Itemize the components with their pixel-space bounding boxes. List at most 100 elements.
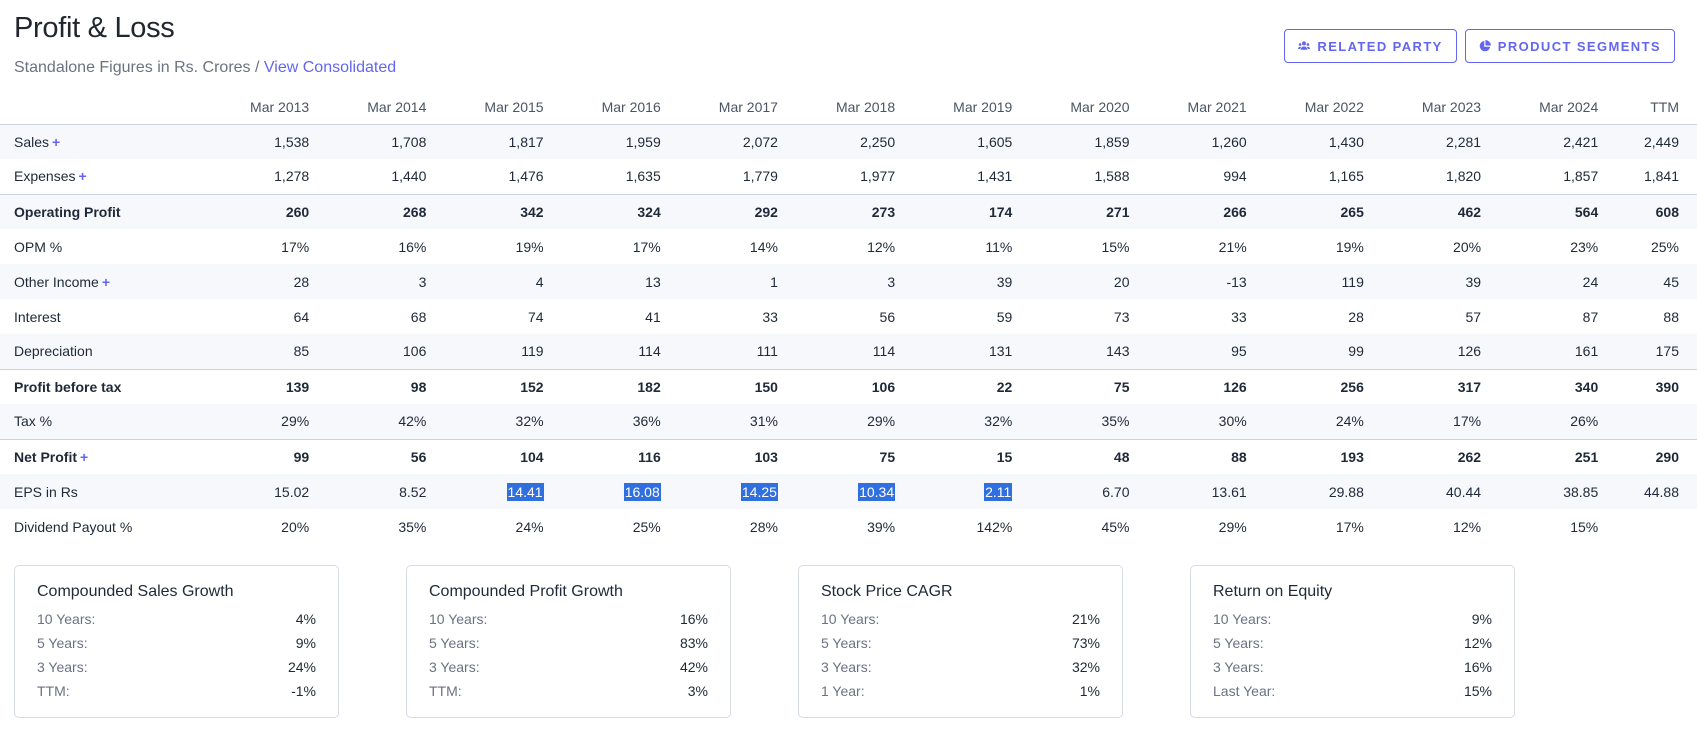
column-header: Mar 2019 [913,90,1031,125]
cell-value: 29% [281,413,310,430]
card-row: 10 Years: 16% [429,607,708,631]
table-cell: 30% [1147,404,1265,439]
table-cell: 25% [562,509,679,544]
cell-value: 59 [996,308,1013,325]
table-cell: 45% [1030,509,1147,544]
table-cell: 23% [1499,229,1616,264]
table-cell: 13 [561,264,679,299]
cell-value: 1 [770,273,778,290]
table-cell: 8.52 [327,474,445,509]
cell-value: 1,430 [1328,133,1364,150]
cell-value: 45 [1663,273,1679,290]
table-cell: 126 [1147,368,1265,404]
table-cell: 99 [1264,334,1382,369]
related-party-button[interactable]: RELATED PARTY [1284,29,1457,63]
cell-value: 1,476 [508,168,544,185]
cell-value: 10.34 [858,482,896,501]
table-cell: 462 [1381,193,1500,229]
table-cell: 32% [913,404,1031,439]
table-cell: 262 [1381,438,1500,474]
table-cell: 106 [327,334,445,369]
table-cell: 17% [1265,509,1382,544]
table-cell: 182 [561,368,679,404]
row-label[interactable]: Sales + [0,124,210,159]
product-segments-button[interactable]: PRODUCT SEGMENTS [1464,29,1675,63]
cell-value: 88 [1231,448,1247,465]
table-cell: 268 [327,193,445,229]
table-cell: 14.25 [678,474,796,509]
profit-loss-table: Mar 2013 Mar 2014 Mar 2015 Mar 2016 Mar 2017… [0,90,1697,544]
cell-value: 104 [520,448,544,465]
row-label: Dividend Payout % [0,509,210,544]
expand-plus-icon[interactable]: + [78,168,87,185]
cell-value: 1,588 [1094,168,1130,185]
row-label: Tax % [0,404,210,439]
card-row-value: 21% [1071,611,1100,627]
table-cell: 59 [913,299,1030,334]
table-cell: 22 [913,368,1031,404]
table-cell: 116 [561,438,679,474]
cell-value: 14.41 [506,482,544,501]
cell-value: 1,605 [977,133,1013,150]
cell-value: 87 [1582,308,1599,325]
cell-value: 99 [293,448,310,465]
cell-value: 1,165 [1328,168,1364,185]
cell-value: 3 [418,273,427,290]
card-title: Return on Equity [1213,583,1333,600]
cell-value: 273 [871,203,896,220]
related-party-label: RELATED PARTY [1317,38,1443,54]
table-row: Expenses +1,278 1,440 1,476 1,635 1,779 1,977 1… [0,159,1697,194]
row-label[interactable]: Net Profit + [0,438,210,474]
expand-plus-icon[interactable]: + [52,133,61,150]
cell-value: 390 [1655,378,1679,395]
cell-value: 88 [1663,308,1679,325]
cell-value: 126 [1457,343,1482,360]
table-cell: 324 [561,193,679,229]
cell-value: 74 [527,308,544,325]
table-cell: 33 [679,299,796,334]
expand-plus-icon[interactable]: + [101,273,111,290]
card-row: 5 Years: 83% [429,631,708,655]
cell-value: 111 [756,343,778,360]
row-label[interactable]: Other Income + [0,264,210,299]
card-row-label: 5 Years: [821,635,872,651]
table-cell: 75 [1030,368,1148,404]
table-cell: 119 [1264,264,1382,299]
table-cell: 608 [1616,193,1697,229]
cell-value: 36% [632,413,661,430]
expand-plus-icon[interactable]: + [80,448,89,465]
table-cell: 175 [1616,334,1697,369]
cell-value: 106 [871,378,896,395]
table-cell: 1,440 [327,159,444,194]
view-consolidated-link[interactable]: View Consolidated [263,59,397,76]
cell-value: 38.85 [1563,483,1599,500]
cell-value: 44.88 [1643,483,1679,500]
table-cell: 88 [1616,299,1697,334]
row-label[interactable]: Expenses + [0,159,210,194]
table-cell: 265 [1264,193,1382,229]
table-cell: 3 [795,264,914,299]
table-cell: 28 [210,264,328,299]
cell-value: 15 [996,448,1013,465]
table-cell: 564 [1499,193,1617,229]
cell-value: 95 [1231,343,1247,360]
card-row-label: TTM: [429,683,462,699]
table-cell: 1,708 [327,124,445,159]
table-cell: 1,538 [210,124,328,159]
table-cell: 38.85 [1499,474,1617,509]
cell-value: -13 [1226,273,1247,290]
table-cell: 152 [444,368,562,404]
table-cell: 29% [795,404,914,439]
cell-value: 1,708 [391,133,427,150]
cell-value: 161 [1574,343,1599,360]
table-cell: 15 [913,438,1031,474]
cell-value: 317 [1457,378,1482,395]
table-cell: 17% [562,229,679,264]
table-cell [1616,509,1697,544]
table-cell: 114 [795,334,914,369]
table-cell: 104 [444,438,562,474]
table-cell: 2,072 [678,124,796,159]
cell-value: 20 [1113,273,1130,290]
cell-value: 114 [638,343,661,360]
table-cell: 1,635 [562,159,679,194]
